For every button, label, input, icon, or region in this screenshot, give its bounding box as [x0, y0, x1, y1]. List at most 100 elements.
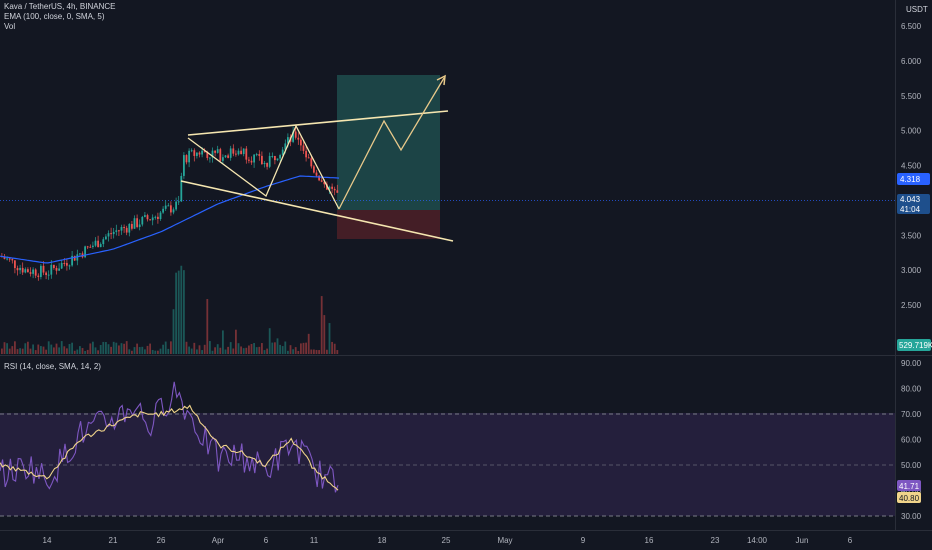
candle-body	[240, 150, 242, 155]
candle-body	[112, 231, 115, 235]
candle-body	[255, 154, 258, 156]
candle-body	[193, 150, 196, 156]
candle-body	[261, 155, 263, 165]
candle-body	[159, 212, 162, 220]
projection-path[interactable]	[338, 77, 445, 210]
volume-bar	[97, 350, 99, 354]
price-tick-label: 4.500	[901, 162, 922, 171]
candle-body	[167, 205, 170, 207]
price-tick-label: 5.500	[901, 92, 922, 101]
volume-bar	[172, 309, 175, 354]
volume-bar	[292, 349, 294, 354]
candle-body	[115, 230, 118, 232]
last-price-badge	[897, 194, 930, 214]
candle-body	[292, 131, 294, 142]
volume-bar	[263, 350, 266, 354]
candle-body	[149, 219, 151, 221]
rsi-tick-label: 70.00	[901, 410, 922, 419]
candle-body	[144, 215, 146, 217]
volume-bar	[333, 343, 336, 354]
rsi-legend: RSI (14, close, SMA, 14, 2)	[4, 362, 101, 372]
candle-body	[131, 223, 133, 229]
volume-bar	[170, 341, 172, 354]
candle-body	[97, 240, 99, 248]
volume-bar	[224, 349, 227, 354]
candle-body	[164, 205, 167, 209]
candle-body	[60, 262, 63, 269]
candle-body	[6, 258, 8, 260]
volume-bar	[89, 343, 92, 354]
price-tick-label: 3.000	[901, 266, 922, 275]
volume-bar	[71, 342, 73, 354]
candle-body	[307, 157, 310, 159]
candle-body	[53, 264, 55, 268]
volume-bar	[42, 346, 45, 354]
candle-body	[196, 152, 198, 156]
candlesticks[interactable]	[1, 126, 339, 281]
volume-bar	[214, 347, 216, 354]
candle-body	[177, 201, 180, 203]
volume-bar	[32, 344, 34, 354]
volume-bar	[151, 349, 154, 354]
candle-body	[110, 233, 112, 235]
candle-body	[305, 150, 307, 158]
candle-body	[107, 233, 110, 237]
volume-bar	[55, 343, 58, 354]
candle-body	[323, 181, 326, 185]
rsi-value-text: 41.71	[899, 482, 920, 491]
candle-body	[209, 157, 211, 159]
time-tick-label: 26	[157, 536, 166, 545]
volume-bar	[105, 342, 107, 354]
candle-body	[216, 149, 219, 153]
candle-body	[188, 150, 190, 163]
volume-bar	[157, 350, 159, 354]
wedge-pattern[interactable]	[180, 74, 454, 242]
target-zone[interactable]	[337, 75, 440, 210]
rsi-title[interactable]: RSI (14, close, SMA, 14, 2)	[4, 362, 101, 371]
ema-legend[interactable]: EMA (100, close, 0, SMA, 5)	[4, 12, 105, 21]
candle-body	[224, 155, 227, 158]
rsi-ma-text: 40.80	[899, 494, 920, 503]
volume-bar	[300, 343, 302, 354]
candle-body	[68, 265, 71, 267]
candle-body	[24, 269, 27, 273]
volume-bar	[81, 348, 84, 354]
candle-body	[328, 186, 331, 190]
time-axis[interactable]: 14 21 26 Apr 6 11 18 25 May 9 16 23 14:00 Jun 6	[43, 536, 853, 545]
candle-body	[136, 218, 138, 227]
candle-body	[8, 258, 11, 260]
candle-body	[125, 227, 128, 233]
candle-body	[203, 150, 206, 153]
volume-bar	[289, 345, 292, 354]
symbol-title[interactable]: Kava / TetherUS, 4h, BINANCE	[4, 2, 116, 11]
candle-body	[237, 150, 240, 155]
price-axis[interactable]: 6.5006.0005.5005.0004.5004.0003.5003.000…	[901, 22, 922, 310]
volume-bar	[136, 343, 138, 354]
time-tick-label: 25	[442, 536, 451, 545]
candle-body	[146, 215, 149, 220]
time-tick-label: 14	[43, 536, 52, 545]
candle-body	[190, 150, 193, 152]
rsi-tick-label: 30.00	[901, 512, 922, 521]
candle-body	[66, 263, 68, 266]
candle-body	[162, 208, 164, 213]
volume-bar	[279, 344, 281, 354]
wedge-lower-trendline[interactable]	[180, 180, 454, 242]
rsi-lines[interactable]	[0, 381, 339, 493]
volume-bar	[203, 344, 206, 354]
time-tick-label: 18	[378, 536, 387, 545]
ema-line[interactable]	[0, 175, 340, 264]
wedge-upper-trendline[interactable]	[187, 110, 449, 136]
candle-body	[245, 148, 248, 160]
volume-bar	[297, 350, 300, 354]
volume-bar	[250, 343, 253, 354]
volume-bar	[222, 330, 224, 354]
volume-bar	[68, 344, 71, 354]
volume-bar	[45, 349, 47, 354]
candle-body	[27, 269, 29, 273]
volume-legend[interactable]: Vol	[4, 22, 16, 31]
candle-body	[279, 155, 281, 159]
wave-path[interactable]	[187, 124, 340, 210]
rsi-ma-line[interactable]	[0, 404, 339, 491]
